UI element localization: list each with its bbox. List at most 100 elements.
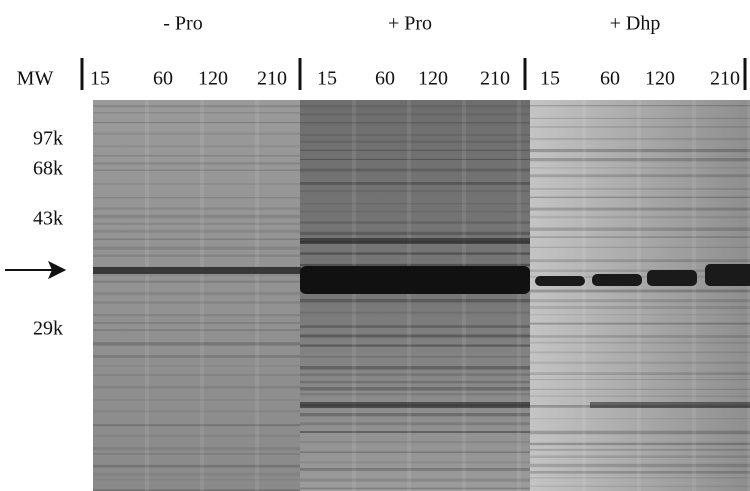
gel-band — [300, 387, 530, 391]
gel-band — [530, 322, 750, 325]
arrow — [5, 260, 67, 280]
gel-band — [530, 207, 750, 211]
lane-label: 210 — [710, 68, 740, 90]
gel-band — [93, 169, 300, 171]
gel-band — [93, 385, 300, 389]
gel-band — [300, 451, 530, 454]
gel-band — [300, 422, 530, 426]
gel-band — [300, 441, 530, 443]
gel — [93, 100, 750, 491]
gel-band — [530, 379, 750, 381]
gel-band — [300, 478, 530, 482]
mw-marker: 29k — [33, 318, 63, 340]
gel-band — [300, 263, 530, 267]
gel-band — [93, 374, 300, 376]
gel-panel — [93, 100, 301, 491]
gel-band — [93, 132, 300, 135]
gel-panel — [530, 100, 750, 491]
gel-band — [93, 246, 300, 250]
gel-band — [300, 334, 530, 338]
gel-band — [93, 365, 300, 367]
gel-band — [530, 259, 750, 263]
gel-band — [530, 430, 750, 435]
gel-band — [300, 221, 530, 224]
gel-band — [300, 134, 530, 136]
gel-band — [530, 361, 750, 365]
target-band — [300, 266, 530, 294]
gel-band — [530, 246, 750, 248]
gel-band — [93, 447, 300, 451]
gel-band — [93, 342, 300, 346]
gel-band — [530, 236, 750, 238]
gel-band — [300, 356, 530, 358]
gel-band — [530, 351, 750, 354]
gel-band — [93, 472, 300, 476]
gel-band — [93, 238, 300, 240]
mw-marker: 43k — [33, 208, 63, 230]
group-label: + Pro — [388, 13, 432, 35]
gel-band — [300, 366, 530, 370]
mw-marker: 97k — [33, 128, 63, 150]
gel-band — [93, 424, 300, 427]
gel-band — [93, 329, 300, 331]
lane-gap — [145, 100, 149, 491]
lane-gap — [637, 100, 641, 491]
gel-band — [93, 274, 300, 277]
gel-band — [530, 388, 750, 390]
gel-band — [93, 489, 300, 491]
lane-gap — [352, 100, 356, 491]
gel-band — [530, 305, 750, 310]
target-band — [592, 274, 642, 286]
gel-band — [530, 227, 750, 231]
lane-gap — [462, 100, 466, 491]
gel-band — [530, 174, 750, 178]
gel-band — [300, 140, 530, 143]
gel-band — [300, 238, 530, 244]
gel-band — [530, 117, 750, 119]
gel-band — [530, 299, 750, 303]
lane-label: 60 — [600, 68, 620, 90]
gel-band — [93, 214, 300, 219]
lane-label: 210 — [480, 68, 510, 90]
gel-band — [300, 231, 530, 236]
lane-gap — [200, 100, 204, 491]
group-label: + Dhp — [610, 13, 661, 35]
gel-band — [93, 254, 300, 257]
lane-dividers — [80, 58, 747, 90]
lane-label: 15 — [317, 68, 337, 90]
gel-band — [300, 311, 530, 314]
target-band — [647, 270, 697, 286]
gel-band — [93, 105, 300, 108]
gel-band — [300, 158, 530, 160]
gel-band — [93, 479, 300, 481]
gel-band — [530, 463, 750, 468]
gel-band — [93, 144, 300, 148]
lane-label: 15 — [90, 68, 110, 90]
gel-band — [530, 269, 750, 273]
target-band — [535, 276, 585, 286]
gel-band — [300, 149, 530, 151]
gel-band — [530, 196, 750, 199]
gel-band — [530, 188, 750, 190]
gel-band — [300, 168, 530, 172]
gel-band — [300, 113, 530, 116]
gel-band — [93, 111, 300, 114]
gel-band — [300, 373, 530, 376]
gel-band — [93, 464, 300, 468]
gel-band — [300, 380, 530, 384]
gel-band — [93, 314, 300, 317]
lane-gap — [692, 100, 696, 491]
lane-gap — [747, 100, 750, 491]
gel-band — [300, 190, 530, 193]
gel-band — [93, 453, 300, 455]
lane-label: 120 — [198, 68, 228, 90]
gel-band — [530, 137, 750, 141]
gel-band — [530, 442, 750, 446]
gel-band — [530, 167, 750, 169]
target-band — [705, 264, 750, 286]
gel-band — [93, 229, 300, 233]
gel-band — [530, 148, 750, 153]
lane-gap — [517, 100, 521, 491]
gel-band — [93, 291, 300, 296]
